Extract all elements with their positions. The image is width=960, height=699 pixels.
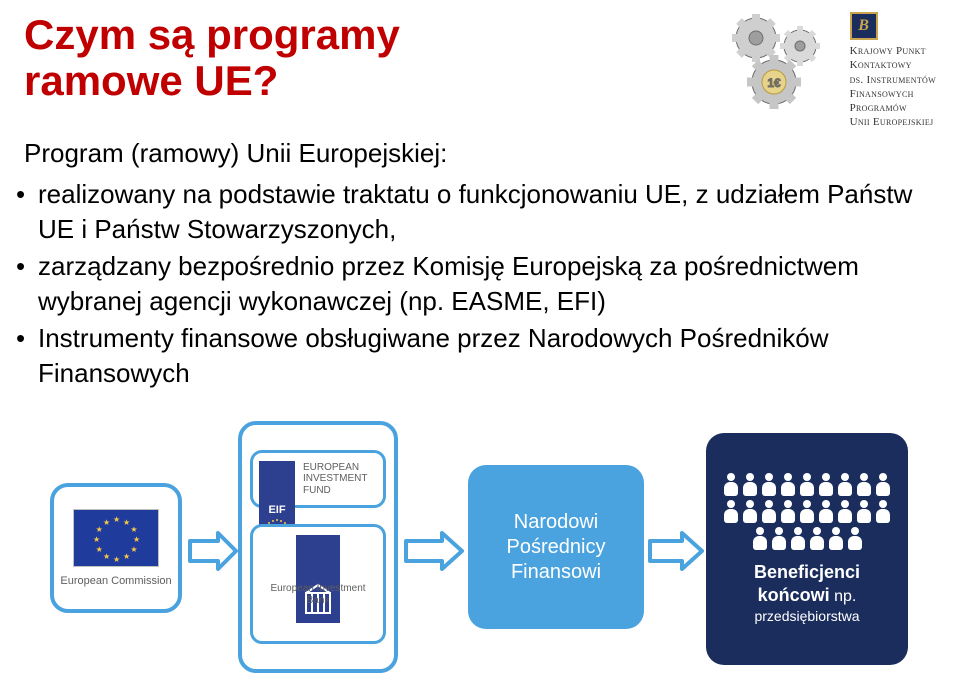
subheading: Program (ramowy) Unii Europejskiej: <box>24 138 936 169</box>
person-icon <box>856 500 872 524</box>
person-icon <box>723 473 739 497</box>
benef-box: Beneficjenci końcowi np. przedsiębiorstw… <box>706 433 908 665</box>
eib-logo-icon <box>296 535 340 579</box>
ec-label: European Commission <box>60 575 171 587</box>
person-icon <box>742 500 758 524</box>
npf-box: Narodowi Pośrednicy Finansowi <box>468 465 644 629</box>
person-icon <box>761 473 777 497</box>
person-icon <box>761 500 777 524</box>
ec-box: ★★★★★★★★★★★★ European Commission <box>50 483 182 613</box>
benef-suffix: np. <box>830 588 857 605</box>
benef-small: przedsiębiorstwa <box>754 608 859 624</box>
person-icon <box>799 500 815 524</box>
kpk-logo: B Krajowy Punkt Kontaktowy ds. Instrumen… <box>850 12 936 130</box>
person-icon <box>723 500 739 524</box>
npf-line-2: Pośrednicy <box>507 535 606 560</box>
bullet-item: realizowany na podstawie traktatu o funk… <box>38 177 936 247</box>
bullet-item: Instrumenty finansowe obsługiwane przez … <box>38 321 936 391</box>
bullet-list: realizowany na podstawie traktatu o funk… <box>24 177 936 392</box>
person-icon <box>828 527 844 551</box>
arrow-icon <box>404 531 464 571</box>
kpk-line-1: Krajowy Punkt <box>850 44 936 58</box>
eif-eib-group: EIF EUROPEAN INVESTMENT FUND European In… <box>238 421 398 673</box>
header-right: 1€ B Krajowy Punkt Kontaktowy ds. Instru <box>726 12 936 130</box>
eib-label: European Investment Bank <box>259 583 377 606</box>
arrow-icon <box>188 531 238 571</box>
person-icon <box>818 473 834 497</box>
person-icon <box>847 527 863 551</box>
kpk-line-2: Kontaktowy <box>850 58 936 72</box>
eif-logo-icon: EIF <box>259 461 295 497</box>
person-icon <box>742 473 758 497</box>
title-line-2: ramowe UE? <box>24 57 278 104</box>
content: Program (ramowy) Unii Europejskiej: real… <box>0 130 960 392</box>
person-icon <box>790 527 806 551</box>
kpk-line-4: Finansowych <box>850 87 936 101</box>
person-icon <box>780 500 796 524</box>
eif-box: EIF EUROPEAN INVESTMENT FUND <box>250 450 386 508</box>
gears-icon: 1€ <box>726 12 836 112</box>
eib-box: European Investment Bank <box>250 524 386 644</box>
person-icon <box>837 473 853 497</box>
bullet-item: zarządzany bezpośrednio przez Komisję Eu… <box>38 249 936 319</box>
person-icon <box>875 473 891 497</box>
kpk-badge-icon: B <box>850 12 878 40</box>
eu-flag-icon: ★★★★★★★★★★★★ <box>73 509 159 567</box>
person-icon <box>856 473 872 497</box>
people-icon-group <box>706 461 908 557</box>
npf-line-1: Narodowi <box>507 510 606 535</box>
page-title: Czym są programy ramowe UE? <box>24 12 400 104</box>
person-icon <box>818 500 834 524</box>
flow-diagram: ★★★★★★★★★★★★ European Commission EIF EUR… <box>50 421 910 675</box>
person-icon <box>752 527 768 551</box>
person-icon <box>799 473 815 497</box>
kpk-line-5: Programów <box>850 101 936 115</box>
person-icon <box>771 527 787 551</box>
kpk-line-6: Unii Europejskiej <box>850 115 936 129</box>
svg-text:EIF: EIF <box>268 504 285 516</box>
title-line-1: Czym są programy <box>24 11 400 58</box>
kpk-line-3: ds. Instrumentów <box>850 73 936 87</box>
person-icon <box>837 500 853 524</box>
npf-line-3: Finansowi <box>507 560 606 585</box>
person-icon <box>809 527 825 551</box>
eif-label: EUROPEAN INVESTMENT FUND <box>303 462 377 497</box>
person-icon <box>780 473 796 497</box>
arrow-icon <box>648 531 704 571</box>
person-icon <box>875 500 891 524</box>
svg-text:1€: 1€ <box>767 76 781 90</box>
